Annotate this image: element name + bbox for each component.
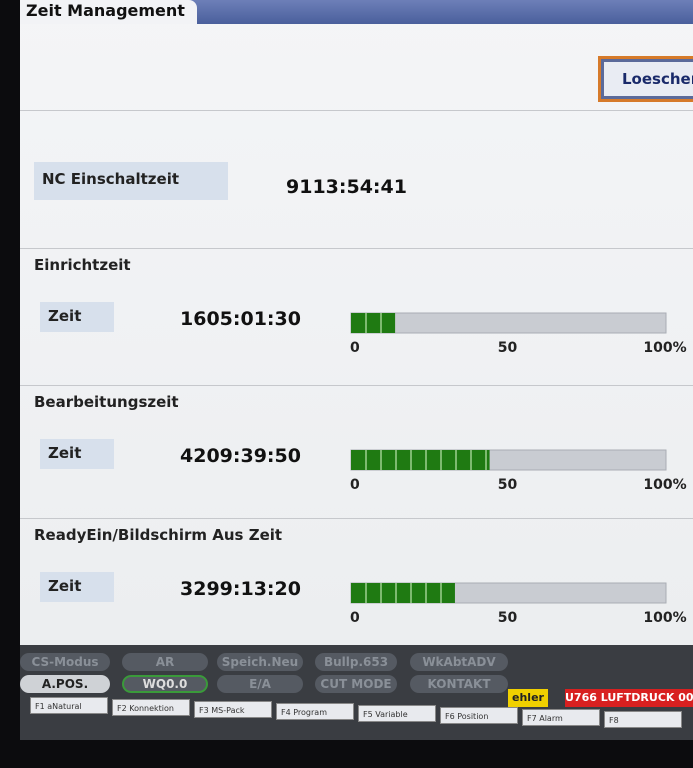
time-value: 1605:01:30 — [180, 308, 301, 330]
section-title: ReadyEin/Bildschirm Aus Zeit — [34, 526, 283, 544]
time-value: 4209:39:50 — [180, 445, 301, 467]
nc-label: NC Einschaltzeit — [34, 162, 228, 200]
divider — [20, 248, 693, 249]
softkey[interactable]: Bullp.653 — [315, 653, 397, 671]
softkey[interactable]: WQ0.0 — [122, 675, 208, 693]
tab-title[interactable]: Zeit Management — [20, 0, 197, 24]
softkey[interactable]: CUT MODE — [315, 675, 397, 693]
softkey[interactable]: AR — [122, 653, 208, 671]
function-key[interactable]: F2 Konnektion — [112, 699, 190, 716]
scale-tick-label: 0 — [350, 477, 360, 493]
scale-tick-label: 100% — [643, 477, 687, 493]
function-key[interactable]: F5 Variable — [358, 705, 436, 722]
softkey[interactable]: KONTAKT — [410, 675, 508, 693]
divider — [20, 385, 693, 386]
status-alarm: U766 LUFTDRUCK 00 — [565, 689, 693, 707]
function-key[interactable]: F3 MS-Pack — [194, 701, 272, 718]
scale-tick-label: 50 — [497, 610, 518, 626]
scale-tick-label: 100% — [643, 610, 687, 626]
section-title: Bearbeitungszeit — [34, 393, 179, 411]
softkey-panel: CS-Modus AR Speich.Neu Bullp.653 WkAbtADV A.P… — [20, 645, 693, 740]
progress-bar — [350, 312, 667, 334]
bar-track — [350, 312, 667, 334]
bar-fill — [351, 583, 455, 603]
progress-bar — [350, 582, 667, 604]
divider — [20, 110, 693, 111]
scale-tick-label: 50 — [497, 477, 518, 493]
nc-value: 9113:54:41 — [286, 176, 407, 198]
scale-tick-label: 0 — [350, 340, 360, 356]
clear-button[interactable]: Loeschen — [598, 56, 693, 102]
bar-fill — [351, 450, 490, 470]
softkey[interactable]: WkAbtADV — [410, 653, 508, 671]
scale-tick-label: 100% — [643, 340, 687, 356]
scale-tick-label: 0 — [350, 610, 360, 626]
progress-bar — [350, 449, 667, 471]
time-label: Zeit — [40, 302, 114, 332]
bar-fill — [351, 313, 396, 333]
status-warning: ehler — [508, 689, 548, 707]
time-label: Zeit — [40, 439, 114, 469]
screen: Zeit Management Loeschen NC Einschaltzei… — [20, 0, 693, 645]
function-key[interactable]: F1 aNatural — [30, 697, 108, 714]
clear-button-label[interactable]: Loeschen — [604, 62, 693, 96]
divider — [20, 518, 693, 519]
function-key[interactable]: F7 Alarm — [522, 709, 600, 726]
softkey[interactable]: E/A — [217, 675, 303, 693]
section-title: Einrichtzeit — [34, 256, 131, 274]
time-value: 3299:13:20 — [180, 578, 301, 600]
softkey[interactable]: Speich.Neu — [217, 653, 303, 671]
softkey[interactable]: CS-Modus — [20, 653, 110, 671]
scale-tick-label: 50 — [497, 340, 518, 356]
function-key[interactable]: F4 Program — [276, 703, 354, 720]
function-key[interactable]: F6 Position — [440, 707, 518, 724]
function-key[interactable]: F8 — [604, 711, 682, 728]
softkey[interactable]: A.POS. — [20, 675, 110, 693]
time-label: Zeit — [40, 572, 114, 602]
